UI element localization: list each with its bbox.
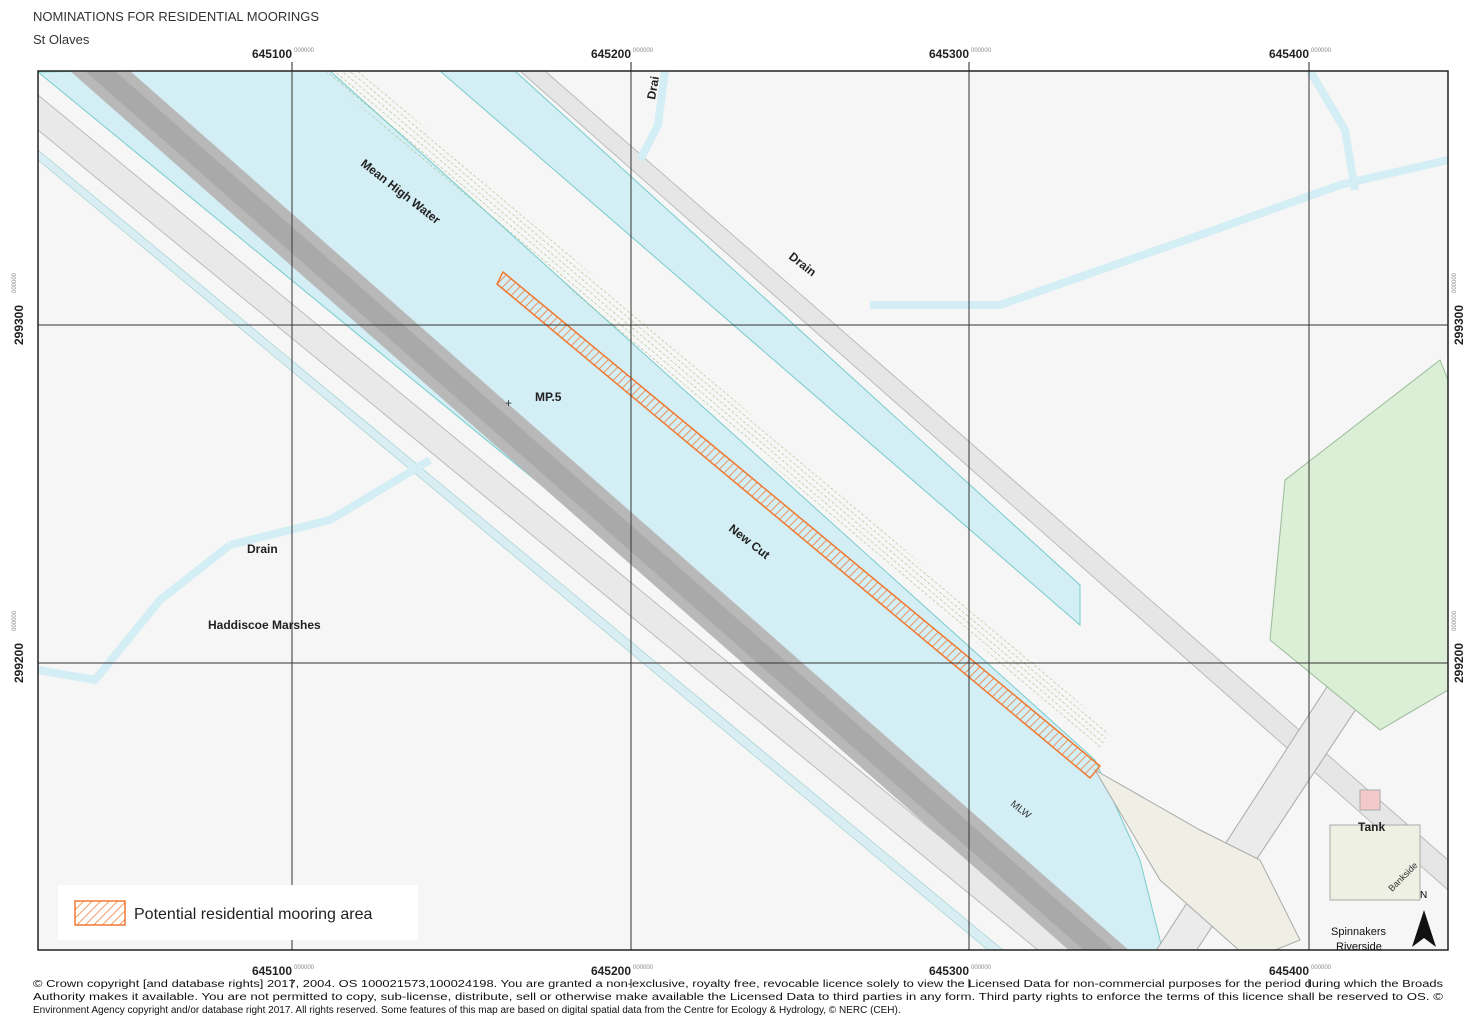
easting-label: 645100	[252, 964, 292, 978]
legend-swatch	[74, 900, 126, 926]
easting-label: 645400	[1269, 47, 1309, 61]
grid-suffix: 000000	[1452, 610, 1458, 631]
bank-strip	[519, 71, 1448, 891]
copyright: © Crown copyright [and database rights] …	[33, 979, 1443, 990]
drain	[636, 71, 669, 162]
drain	[229, 456, 433, 549]
copyright: Environment Agency copyright and/or data…	[33, 1005, 901, 1016]
drain	[38, 541, 233, 685]
north-label: N	[1420, 890, 1427, 901]
grid-suffix: 000000	[971, 965, 992, 971]
grid-lines	[38, 71, 1448, 950]
upper-drain	[439, 71, 1081, 627]
easting-label: 645300	[929, 964, 969, 978]
subtitle: St Olaves	[33, 32, 90, 47]
mp-marker: +	[505, 396, 512, 410]
grid-suffix: 000000	[12, 272, 18, 293]
north-arrow	[1412, 910, 1436, 947]
place-label: Riverside	[1336, 941, 1382, 953]
northing-label: 299300	[1452, 305, 1466, 345]
northing-label: 299200	[1452, 643, 1466, 683]
title: NOMINATIONS FOR RESIDENTIAL MOORINGS	[33, 9, 319, 24]
map-frame	[37, 70, 1449, 951]
mooring-area	[496, 270, 1102, 780]
legend-label: Potential residential mooring area	[134, 906, 372, 923]
grid-suffix: 000000	[1311, 965, 1332, 971]
easting-label: 645100	[252, 47, 292, 61]
grid-suffix: 000000	[12, 610, 18, 631]
grid-suffix: 000000	[633, 48, 654, 54]
tank-label: Tank	[1358, 820, 1385, 834]
mp-label: MP.5	[535, 390, 562, 404]
northing-label: 299300	[12, 305, 26, 345]
grid-suffix: 000000	[294, 48, 315, 54]
grid-suffix: 000000	[633, 965, 654, 971]
grid-suffix: 000000	[1452, 272, 1458, 293]
easting-label: 645300	[929, 47, 969, 61]
place-label: Spinnakers	[1331, 926, 1387, 938]
grid-suffix: 000000	[294, 965, 315, 971]
easting-label: 645200	[591, 964, 631, 978]
drain-label: Drai	[644, 75, 662, 100]
drain	[870, 156, 1448, 309]
easting-label: 645400	[1269, 964, 1309, 978]
grid-suffix: 000000	[1311, 48, 1332, 54]
copyright: Authority makes it available. You are no…	[33, 992, 1444, 1003]
woodland	[1269, 359, 1448, 731]
grid-suffix: 000000	[971, 48, 992, 54]
drain-label: Drain	[247, 542, 278, 556]
track-center	[85, 71, 1114, 950]
easting-label: 645200	[591, 47, 631, 61]
map-body	[38, 71, 1448, 950]
embankment	[38, 94, 1079, 950]
place-name: Haddiscoe Marshes	[208, 618, 321, 632]
drain	[1306, 71, 1359, 191]
drain-strip	[38, 149, 1004, 950]
northing-label: 299200	[12, 643, 26, 683]
building	[1329, 824, 1421, 901]
tank-building	[1359, 789, 1381, 811]
bank-vegetation	[320, 71, 1110, 750]
path	[1093, 768, 1301, 950]
